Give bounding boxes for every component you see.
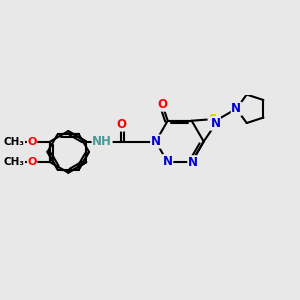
Text: O: O <box>27 157 37 167</box>
Text: O: O <box>27 136 37 146</box>
Text: O: O <box>116 118 126 131</box>
Text: S: S <box>208 113 217 126</box>
Text: NH: NH <box>92 135 112 148</box>
Text: CH₃: CH₃ <box>4 136 25 146</box>
Text: N: N <box>151 135 161 148</box>
Text: N: N <box>231 102 242 115</box>
Text: N: N <box>163 154 173 168</box>
Text: N: N <box>188 156 198 169</box>
Text: N: N <box>210 117 220 130</box>
Text: O: O <box>157 98 167 111</box>
Text: CH₃: CH₃ <box>4 157 25 167</box>
